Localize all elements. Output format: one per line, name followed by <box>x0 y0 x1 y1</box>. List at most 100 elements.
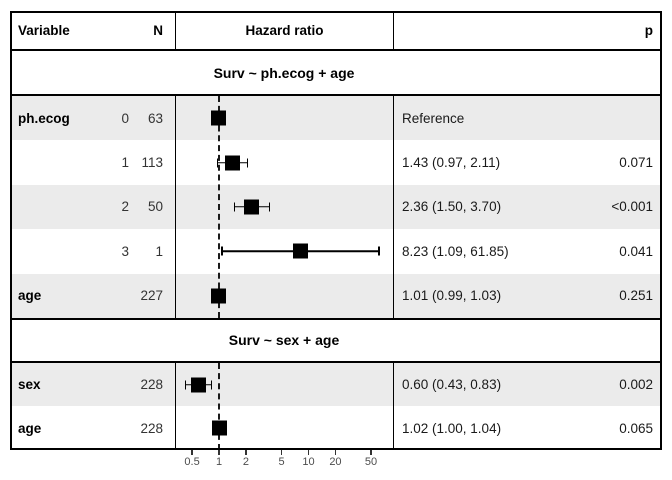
label-cell: ph.ecog 0 63 <box>10 96 175 140</box>
table-row: sex 228 0.60 (0.43, 0.83) 0.002 <box>10 362 662 407</box>
p-value: 0.065 <box>619 420 653 436</box>
axis-tick <box>334 450 337 455</box>
plot-cell <box>175 362 393 407</box>
section-title: Surv ~ ph.ecog + age <box>213 64 355 81</box>
table-row: 3 1 8.23 (1.09, 61.85) 0.041 <box>10 229 662 274</box>
estimate-label: 1.02 (1.00, 1.04) <box>402 420 502 436</box>
n-value: 50 <box>147 199 163 215</box>
table-header-row: Variable N Hazard ratio p <box>10 11 662 51</box>
estimate-label: 8.23 (1.09, 61.85) <box>402 243 509 259</box>
plot-cell <box>175 406 393 450</box>
header-cell-hazard-ratio: Hazard ratio <box>175 11 393 49</box>
hr-marker <box>244 199 260 215</box>
ci-cap <box>233 202 235 212</box>
variable-name: ph.ecog <box>18 110 70 126</box>
estimate-cell: 1.02 (1.00, 1.04) 0.065 <box>393 406 662 450</box>
plot-cell <box>175 96 393 141</box>
ci-cap <box>246 158 249 168</box>
plot-cell <box>175 229 393 274</box>
axis-tick <box>370 450 372 455</box>
forest-table: Variable N Hazard ratio p Surv ~ ph.ecog… <box>10 11 662 450</box>
axis-tick-label: 1 <box>215 456 223 468</box>
hr-marker <box>191 377 207 393</box>
estimate-label: Reference <box>402 110 465 126</box>
variable-name: age <box>18 420 42 436</box>
axis-tick-label: 50 <box>364 456 378 468</box>
table-row: 2 50 2.36 (1.50, 3.70) <0.001 <box>10 184 662 230</box>
n-value: 228 <box>140 377 163 393</box>
hr-marker <box>224 155 240 171</box>
table-row: age 228 1.02 (1.00, 1.04) 0.065 <box>10 406 662 450</box>
header-cell-p: p <box>393 11 662 49</box>
axis-tick <box>191 450 193 455</box>
estimate-cell: 1.01 (0.99, 1.03) 0.251 <box>393 273 662 318</box>
axis-tick-label: 20 <box>329 456 342 468</box>
estimate-label: 0.60 (0.43, 0.83) <box>402 377 502 393</box>
n-value: 113 <box>141 155 163 171</box>
x-axis: 0.5 1 2 5 10 20 50 <box>175 450 393 478</box>
plot-cell <box>175 184 393 230</box>
estimate-cell: 2.36 (1.50, 3.70) <0.001 <box>393 184 662 230</box>
n-value: 227 <box>140 288 163 304</box>
table-row: age 227 1.01 (0.99, 1.03) 0.251 <box>10 273 662 318</box>
n-value: 228 <box>140 420 163 436</box>
ci-cap <box>210 380 212 390</box>
p-value: 0.002 <box>619 377 653 393</box>
ci-cap <box>378 246 380 256</box>
estimate-cell: 0.60 (0.43, 0.83) 0.002 <box>393 362 662 407</box>
n-value: 63 <box>147 110 163 126</box>
reference-line-section1 <box>218 96 220 318</box>
table-row: 1 113 1.43 (0.97, 2.11) 0.071 <box>10 140 662 185</box>
table-row: ph.ecog 0 63 Reference <box>10 96 662 141</box>
hr-marker <box>211 288 227 304</box>
hr-marker <box>211 110 226 126</box>
reference-line-section2 <box>218 363 220 450</box>
axis-tick-label: 10 <box>302 456 315 468</box>
variable-level: 0 <box>121 110 129 126</box>
hazard-ratio-column-header: Hazard ratio <box>245 22 324 38</box>
ci-cap <box>221 246 223 256</box>
hr-marker <box>292 243 308 259</box>
n-value: 1 <box>155 243 163 259</box>
axis-tick-label: 2 <box>242 456 249 468</box>
variable-name: age <box>18 288 42 304</box>
variable-level: 3 <box>121 243 129 259</box>
axis-tick <box>307 450 310 455</box>
label-cell: 1 113 <box>10 140 175 184</box>
variable-column-header: Variable <box>18 22 70 38</box>
estimate-cell: 8.23 (1.09, 61.85) 0.041 <box>393 229 662 274</box>
ci-cap <box>268 202 271 212</box>
axis-tick-label: 5 <box>278 456 285 468</box>
p-value: <0.001 <box>611 199 653 215</box>
plot-cell <box>175 273 393 318</box>
label-cell: age 227 <box>10 274 175 318</box>
section-header-row: Surv ~ sex + age <box>10 317 662 363</box>
axis-tick-label: 0.5 <box>184 456 200 468</box>
estimate-label: 1.01 (0.99, 1.03) <box>402 288 502 304</box>
table-body: Surv ~ ph.ecog + age ph.ecog 0 63 Reference 1… <box>10 51 662 450</box>
variable-name: sex <box>18 377 41 393</box>
estimate-label: 1.43 (0.97, 2.11) <box>402 155 501 171</box>
label-cell: age 228 <box>10 406 175 450</box>
ci-cap <box>216 158 219 168</box>
estimate-cell: Reference <box>393 96 662 141</box>
axis-tick <box>280 450 283 455</box>
estimate-label: 2.36 (1.50, 3.70) <box>402 199 502 215</box>
label-cell: sex 228 <box>10 363 175 407</box>
axis-tick <box>218 450 220 455</box>
plot-cell <box>175 140 393 185</box>
hr-marker <box>211 420 227 436</box>
axis-tick <box>245 450 247 455</box>
section-title: Surv ~ sex + age <box>228 332 340 349</box>
label-cell: 2 50 <box>10 185 175 229</box>
header-cell-variable: Variable N <box>10 11 175 49</box>
variable-level: 1 <box>121 155 129 171</box>
variable-level: 2 <box>121 199 129 215</box>
section-header-row: Surv ~ ph.ecog + age <box>10 51 662 96</box>
p-value: 0.251 <box>619 288 653 304</box>
p-value: 0.071 <box>619 155 653 171</box>
p-column-header: p <box>644 22 653 38</box>
ci-cap <box>184 380 187 390</box>
